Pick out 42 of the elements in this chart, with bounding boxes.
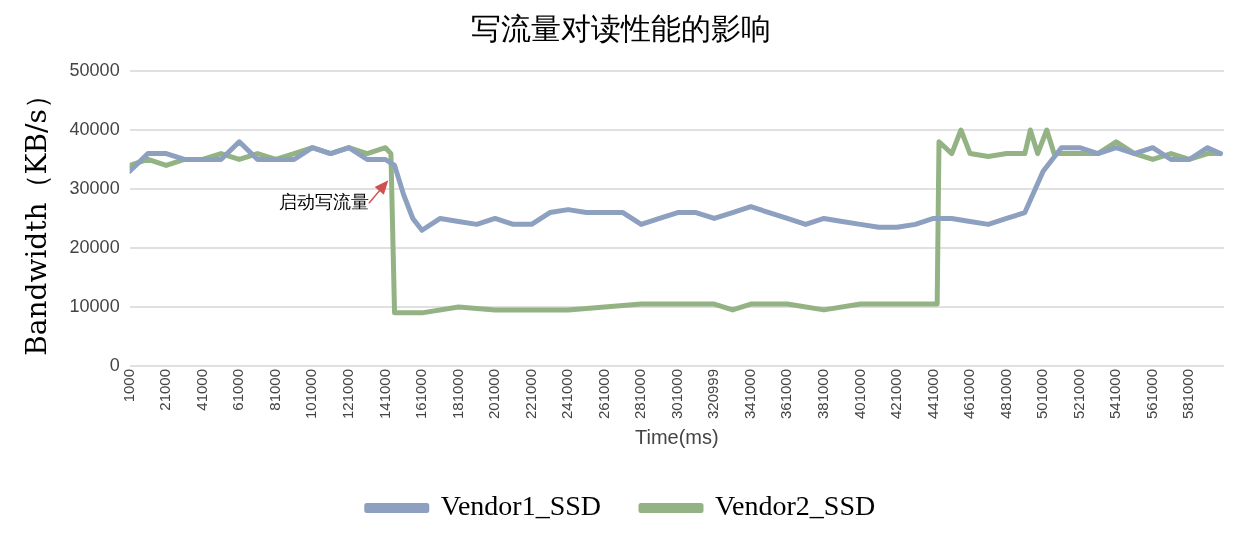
x-tick-label: 101000 [302, 368, 320, 420]
x-axis-title: Time(ms) [634, 425, 719, 448]
x-tick-label: 561000 [1142, 368, 1160, 420]
x-tick-label: 1000 [119, 368, 137, 403]
x-tick-label: 121000 [339, 368, 357, 420]
x-tick-label: 521000 [1069, 368, 1087, 420]
x-tick-label: 361000 [777, 368, 795, 420]
y-tick-label: 40000 [69, 118, 120, 139]
x-tick-label: 341000 [740, 368, 758, 420]
x-tick-label: 301000 [667, 368, 685, 420]
x-tick-label: 581000 [1179, 368, 1197, 420]
x-tick-label: 541000 [1106, 368, 1124, 420]
x-tick-label: 81000 [265, 368, 283, 411]
x-tick-label: 320999 [704, 368, 722, 420]
x-tick-label: 161000 [412, 368, 430, 420]
x-tick-label: 401000 [850, 368, 868, 420]
y-tick-label: 30000 [69, 177, 120, 198]
annotation: 启动写流量 [278, 190, 369, 212]
y-tick-label: 0 [109, 354, 120, 375]
y-tick-label: 50000 [69, 59, 120, 80]
x-tick-label: 41000 [192, 368, 210, 411]
x-tick-label: 481000 [996, 368, 1014, 420]
legend-label: Vendor2_SSD [715, 490, 876, 522]
x-tick-label: 461000 [960, 368, 978, 420]
x-tick-label: 501000 [1033, 368, 1051, 420]
chart-title: 写流量对读性能的影响 [471, 10, 771, 46]
x-tick-label: 441000 [923, 368, 941, 420]
x-tick-label: 261000 [594, 368, 612, 420]
x-tick-label: 21000 [156, 368, 174, 411]
x-tick-label: 281000 [631, 368, 649, 420]
x-tick-label: 421000 [887, 368, 905, 420]
x-tick-label: 201000 [485, 368, 503, 420]
x-tick-label: 181000 [448, 368, 466, 420]
y-axis-title: Bandwidth（KB/s） [20, 81, 54, 356]
x-tick-label: 381000 [814, 368, 832, 420]
legend-label: Vendor1_SSD [440, 490, 601, 522]
x-tick-label: 221000 [521, 368, 539, 420]
x-tick-label: 61000 [229, 368, 247, 411]
y-tick-label: 20000 [69, 236, 120, 257]
x-tick-label: 241000 [558, 368, 576, 420]
y-tick-label: 10000 [69, 295, 120, 316]
x-tick-label: 141000 [375, 368, 393, 420]
